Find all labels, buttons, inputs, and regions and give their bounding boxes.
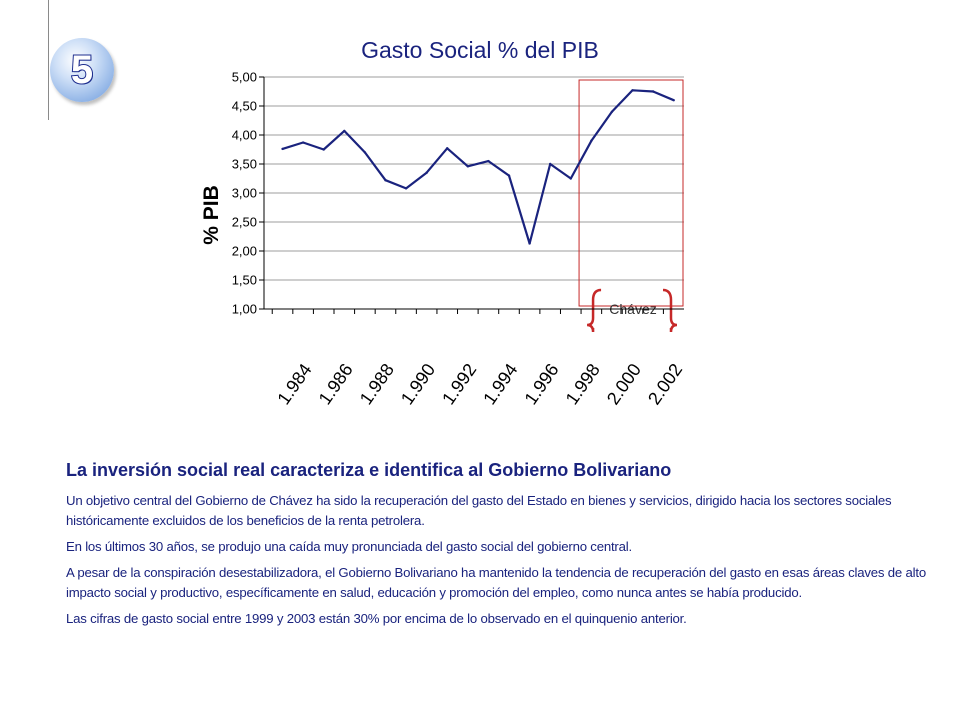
data-point <box>301 141 305 144</box>
x-tick-label: 1.998 <box>562 360 604 408</box>
data-point <box>446 147 449 150</box>
chavez-box <box>578 79 684 307</box>
y-axis-label: % PIB <box>200 185 223 245</box>
paragraph-1: Un objetivo central del Gobierno de Cháv… <box>66 493 892 528</box>
x-tick-label: 1.992 <box>438 360 480 408</box>
y-tick-label: 3,50 <box>232 157 257 172</box>
chart-title: Gasto Social % del PIB <box>361 37 599 63</box>
chart-grid <box>264 76 684 310</box>
paragraph-4: Las cifras de gasto social entre 1999 y … <box>66 611 687 626</box>
y-tick-label: 2,00 <box>232 244 257 259</box>
data-point <box>384 179 387 182</box>
data-point <box>569 177 572 180</box>
data-point <box>631 89 634 92</box>
x-tick-label: 1.996 <box>520 360 562 408</box>
y-tick-label: 1,50 <box>232 273 257 288</box>
slide-number: 5 <box>70 47 94 93</box>
data-point <box>281 147 284 151</box>
x-tick-labels: 1.9841.9861.9881.9901.9921.9941.9961.998… <box>273 360 686 408</box>
x-tick-label: 1.988 <box>356 360 398 408</box>
x-tick-label: 1.984 <box>273 360 315 408</box>
series-line <box>282 89 675 245</box>
right-brace <box>662 288 678 333</box>
paragraph-3: A pesar de la conspiración desestabiliza… <box>66 565 926 600</box>
y-tick-label: 4,00 <box>232 128 257 143</box>
data-point <box>487 159 490 163</box>
data-point <box>528 242 531 245</box>
x-tick-label: 2.000 <box>603 360 645 408</box>
data-point <box>672 99 675 102</box>
chart-series <box>281 89 675 245</box>
x-tick-label: 1.994 <box>479 360 521 408</box>
x-tick-label: 1.986 <box>315 360 357 408</box>
y-tick-labels: 1,00 1,50 2,00 2,50 3,00 3,50 4,00 4,50 5,00 <box>232 70 257 317</box>
data-point <box>363 151 367 154</box>
data-point <box>610 110 614 114</box>
y-tick-label: 3,00 <box>232 186 257 201</box>
chavez-annotation: Chávez <box>578 79 684 333</box>
data-point <box>651 90 655 93</box>
x-tick-label: 1.990 <box>397 360 439 408</box>
data-point <box>590 139 593 142</box>
slide-side-line <box>48 0 49 120</box>
x-tick-label: 2.002 <box>644 360 686 408</box>
y-tick-label: 4,50 <box>232 99 257 114</box>
headline: La inversión social real caracteriza e i… <box>66 460 672 480</box>
paragraph-2: En los últimos 30 años, se produjo una c… <box>66 539 632 554</box>
data-point <box>322 148 325 151</box>
slide-number-badge: 5 <box>50 38 114 102</box>
data-point <box>548 162 552 166</box>
text-block: La inversión social real caracteriza e i… <box>66 460 926 635</box>
y-tick-label: 2,50 <box>232 215 257 230</box>
chart-axes <box>259 76 684 314</box>
data-point <box>343 129 346 133</box>
y-tick-label: 1,00 <box>232 302 257 317</box>
data-point <box>507 174 511 177</box>
y-tick-label: 5,00 <box>232 70 257 85</box>
chart: Gasto Social % del PIB Chávez 1,00 1,50 2,… <box>200 37 686 408</box>
data-point <box>404 187 408 190</box>
data-point <box>466 165 470 168</box>
left-brace <box>586 288 602 333</box>
data-point <box>425 171 428 174</box>
